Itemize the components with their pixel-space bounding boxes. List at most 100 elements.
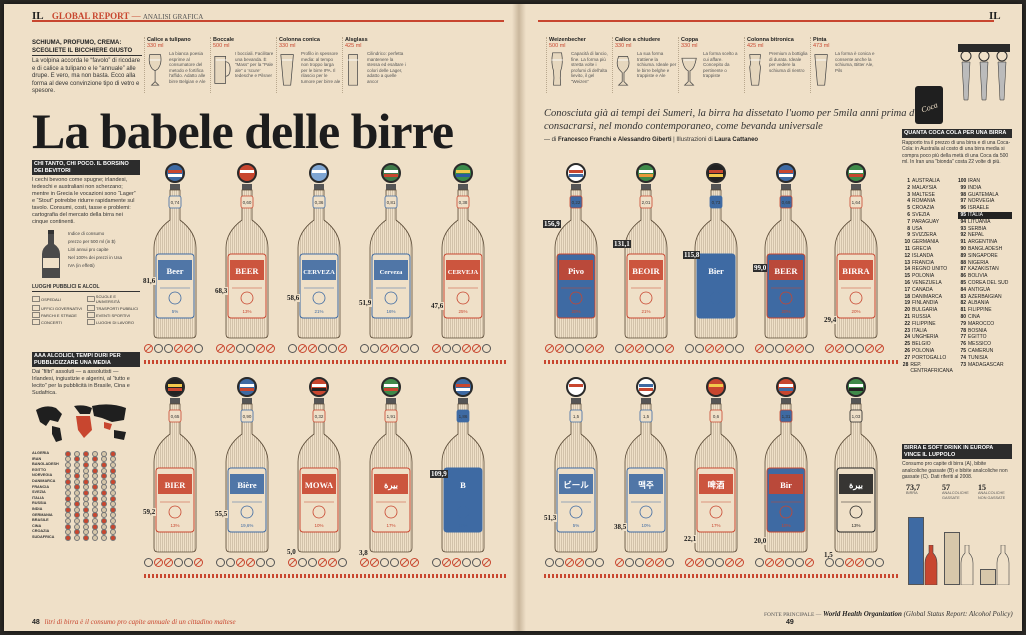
beer-label-text: BEOIR <box>632 266 660 276</box>
ranking-number: 90 <box>960 245 966 252</box>
ad-policy-dot <box>64 495 71 502</box>
place-policy-icons <box>216 558 275 572</box>
country-flag-icon <box>636 377 656 397</box>
place-policy-icons <box>432 558 491 572</box>
glass-name: Colonna bitronica <box>747 37 794 43</box>
policy-icon <box>194 558 203 567</box>
ad-policy-dot <box>64 450 71 457</box>
policy-icon <box>338 344 347 353</box>
legend-item: SCUOLE E UNIVERSITÀ <box>87 294 140 304</box>
ranking-country: SERBIA <box>968 225 987 232</box>
ranking-number: 21 <box>904 313 910 320</box>
logo-right: IL <box>989 10 1001 22</box>
policy-icon <box>164 344 173 353</box>
ranking-number: 20 <box>904 307 910 314</box>
policy-icon <box>645 558 654 567</box>
ranking-row: 26 POLONIA <box>902 348 954 355</box>
ad-policy-dot <box>109 501 116 508</box>
legend-item: LUOGHI DI LAVORO <box>87 319 140 325</box>
bottle-illustration: 1,5 맥주 10% <box>624 377 668 553</box>
ad-policy-dot <box>91 473 98 480</box>
policy-icon <box>635 344 644 353</box>
ad-policy-dot <box>73 501 80 508</box>
consumption-value: 156,9 <box>543 220 561 229</box>
intro-text: La volpina accorda le “favolo” di ricoda… <box>32 58 141 94</box>
stat-bottom: 5% <box>172 309 179 314</box>
stat-top: 0,22 <box>572 200 581 205</box>
sidebar-advertising: AAA ALCOLICI, TEMPI DURI PER PUBBLICIZZA… <box>32 352 140 541</box>
bottle-illustration: 0,22 Pivo 20% <box>554 163 598 339</box>
ad-policy-dot <box>109 506 116 513</box>
intro-box: SCHIUMA, PROFUMO, CREMA: SCEGLIETE IL BI… <box>32 40 142 96</box>
ranking-number: 92 <box>960 232 966 239</box>
ad-policy-dot <box>109 523 116 530</box>
glass-volume: 500 ml <box>549 43 566 49</box>
stat-top: 0,69 <box>782 200 791 205</box>
ranking-country: CINA <box>968 313 980 320</box>
ranking-country: AZERBAIGIAN <box>968 293 1002 300</box>
place-policy-icons <box>755 558 814 572</box>
place-policy-icons <box>144 344 203 358</box>
ranking-row: 2 MALAYSIA <box>902 185 954 192</box>
bottle-illustration: 1,86 B 10% <box>441 377 485 553</box>
ad-policy-row <box>64 478 140 485</box>
policy-icon <box>432 558 441 567</box>
ranking-number: 85 <box>960 279 966 286</box>
place-icon <box>87 305 95 311</box>
bottle-illustration: 0,65 BIER 13% <box>153 377 197 553</box>
legend-item: PARCHI E STRADE <box>32 312 85 318</box>
ad-policy-dot <box>91 506 98 513</box>
ad-policy-row <box>64 506 140 513</box>
policy-icon <box>452 344 461 353</box>
ad-policy-dot <box>82 517 89 524</box>
ranking-country: GUATEMALA <box>968 191 999 198</box>
beer-bottle: 0,32 MOWA 10% 5,0 <box>286 376 348 557</box>
policy-icon <box>655 344 664 353</box>
stat-top: 1,86 <box>459 414 468 419</box>
ranking-number: 93 <box>960 225 966 232</box>
country-flag-icon <box>165 377 185 397</box>
beer-bottle: 0,65 BIER 13% 59,2 <box>142 376 204 554</box>
ranking-row: 73 MADAGASCAR <box>958 362 1012 369</box>
ad-policy-dot <box>73 495 80 502</box>
ranking-number: 6 <box>907 211 910 218</box>
ranking-number: 79 <box>960 320 966 327</box>
policy-icon <box>216 344 225 353</box>
glass-type: Coppa 330 ml La forma scelto a cui affare.… <box>678 37 744 93</box>
ranking-number: 75 <box>960 347 966 354</box>
ranking-number: 84 <box>960 286 966 293</box>
glass-name: Pinta <box>813 37 827 43</box>
glass-volume: 330 ml <box>147 43 164 49</box>
glass-type: Colonna conica 330 ml Profilo in spessore … <box>276 37 342 93</box>
ad-country: FRANCIA <box>32 484 50 489</box>
ad-policy-row <box>64 495 140 502</box>
soft-drink-label: ANALCOLICHE NON GASSATE <box>978 491 1006 500</box>
credit-authors: Francesco Franchi e Alessandro Giberti <box>558 137 672 143</box>
sidebar-advertising-title: AAA ALCOLICI, TEMPI DURI PER PUBBLICIZZA… <box>32 352 140 367</box>
policy-icon <box>545 558 554 567</box>
ranking-number: 27 <box>904 354 910 361</box>
stat-top: 1,31 <box>782 414 791 419</box>
ranking-number: 74 <box>960 354 966 361</box>
ranking-country: ITALIA <box>912 327 927 334</box>
glass-name: Calice a chiudere <box>615 37 661 43</box>
stat-top: 0,65 <box>171 414 180 419</box>
policy-icon <box>825 558 834 567</box>
ranking-number: 82 <box>960 300 966 307</box>
ad-policy-dot <box>100 489 107 496</box>
stat-bottom: 20% <box>851 309 860 314</box>
ranking-number: 28 <box>902 361 909 368</box>
policy-icon <box>655 558 664 567</box>
beer-label-text: ビール <box>563 480 589 490</box>
ad-policy-dot <box>100 517 107 524</box>
policy-icon <box>216 558 225 567</box>
country-flag-icon <box>309 377 329 397</box>
glass-desc: Premium a bottiglia di durata. Ideale pe… <box>769 51 808 73</box>
ad-policy-dot <box>100 461 107 468</box>
row-divider-left <box>144 360 506 364</box>
policy-icon <box>370 558 379 567</box>
bottle-illustration: 0,90 Bière 19,6% <box>225 377 269 553</box>
beer-label-text: CERVEZA <box>303 269 335 276</box>
policy-icon <box>380 344 389 353</box>
credit-illustrator: Laura Cattaneo <box>714 137 759 143</box>
